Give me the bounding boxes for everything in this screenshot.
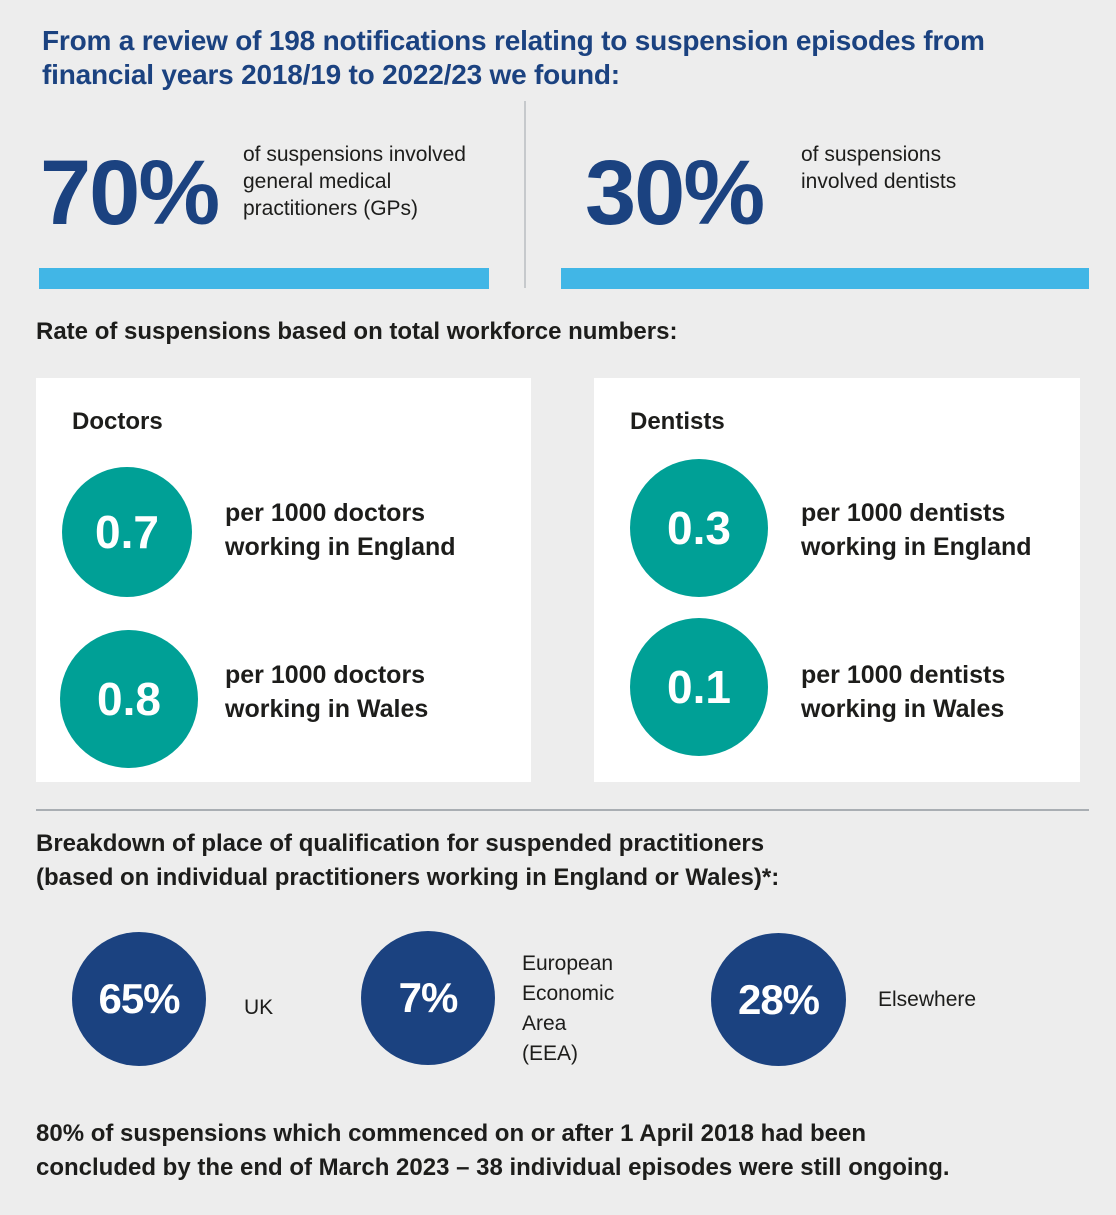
rate-value: 0.1	[667, 661, 731, 713]
qualification-label-line: Elsewhere	[878, 988, 977, 1011]
gp-desc-line: practitioners (GPs)	[243, 197, 419, 220]
footer-note: 80% of suspensions which commenced on or…	[36, 1117, 1106, 1185]
qualification-label-uk: UK	[244, 993, 273, 1023]
qualification-value: 7%	[398, 974, 459, 1021]
gp-desc-line: general medical	[243, 170, 392, 193]
gp-percentage: 70%	[40, 142, 220, 244]
qualification-title-line: (based on individual practitioners worki…	[36, 864, 780, 891]
qualification-label-elsewhere: Elsewhere	[878, 985, 976, 1015]
dentist-accent-bar	[561, 268, 1089, 289]
footer-line: 80% of suspensions which commenced on or…	[36, 1120, 867, 1147]
intro-line-1: From a review of 198 notifications relat…	[42, 25, 985, 56]
footer-line: concluded by the end of March 2023 – 38 …	[36, 1154, 950, 1181]
rate-line: working in England	[801, 533, 1032, 561]
qualification-label-line: Economic	[522, 982, 615, 1005]
qualification-badge-uk: 65%	[72, 932, 206, 1066]
qualification-label-line: Area	[522, 1012, 567, 1035]
rate-badge: 0.3	[630, 459, 768, 597]
qualification-label-line: European	[522, 952, 614, 975]
rate-badge: 0.7	[62, 467, 192, 597]
rate-line: working in Wales	[801, 695, 1005, 723]
rate-line: per 1000 dentists	[801, 661, 1006, 689]
rate-value: 0.3	[667, 502, 731, 554]
intro-heading: From a review of 198 notifications relat…	[42, 24, 1102, 92]
qualification-label-line: UK	[244, 996, 274, 1019]
rate-description: per 1000 doctors working in England	[225, 496, 456, 564]
dentist-desc-line: of suspensions	[801, 143, 942, 166]
gp-accent-bar	[39, 268, 489, 289]
rate-line: per 1000 dentists	[801, 499, 1006, 527]
qualification-label-line: (EEA)	[522, 1042, 579, 1065]
qualification-badge-eea: 7%	[361, 931, 495, 1065]
qualification-badge-elsewhere: 28%	[711, 933, 846, 1066]
rate-line: per 1000 doctors	[225, 661, 426, 689]
intro-line-2: financial years 2018/19 to 2022/23 we fo…	[42, 59, 620, 90]
rate-line: per 1000 doctors	[225, 499, 426, 527]
rate-badge: 0.8	[60, 630, 198, 768]
rate-value: 0.8	[97, 673, 161, 725]
qualification-label-eea: European Economic Area (EEA)	[522, 949, 614, 1069]
dentist-desc-line: involved dentists	[801, 170, 957, 193]
qualification-section-title: Breakdown of place of qualification for …	[36, 827, 779, 895]
rate-value: 0.7	[95, 506, 159, 558]
rate-description: per 1000 dentists working in Wales	[801, 658, 1005, 726]
vertical-divider	[524, 101, 526, 288]
rate-section-title: Rate of suspensions based on total workf…	[36, 318, 678, 345]
qualification-value: 28%	[737, 975, 820, 1023]
doctors-card: Doctors 0.7 per 1000 doctors working in …	[36, 378, 531, 782]
gp-description: of suspensions involved general medical …	[243, 141, 466, 222]
dentist-percentage: 30%	[585, 142, 765, 244]
gp-desc-line: of suspensions involved	[243, 143, 466, 166]
rate-description: per 1000 doctors working in Wales	[225, 658, 428, 726]
rate-line: working in England	[225, 533, 456, 561]
horizontal-divider	[36, 809, 1089, 811]
dentist-description: of suspensions involved dentists	[801, 141, 956, 195]
rate-description: per 1000 dentists working in England	[801, 496, 1032, 564]
rate-badge: 0.1	[630, 618, 768, 756]
dentists-card-title: Dentists	[630, 408, 725, 435]
rate-line: working in Wales	[225, 695, 429, 723]
doctors-card-title: Doctors	[72, 408, 163, 435]
qualification-title-line: Breakdown of place of qualification for …	[36, 830, 765, 857]
dentists-card: Dentists 0.3 per 1000 dentists working i…	[594, 378, 1080, 782]
qualification-value: 65%	[98, 975, 180, 1022]
